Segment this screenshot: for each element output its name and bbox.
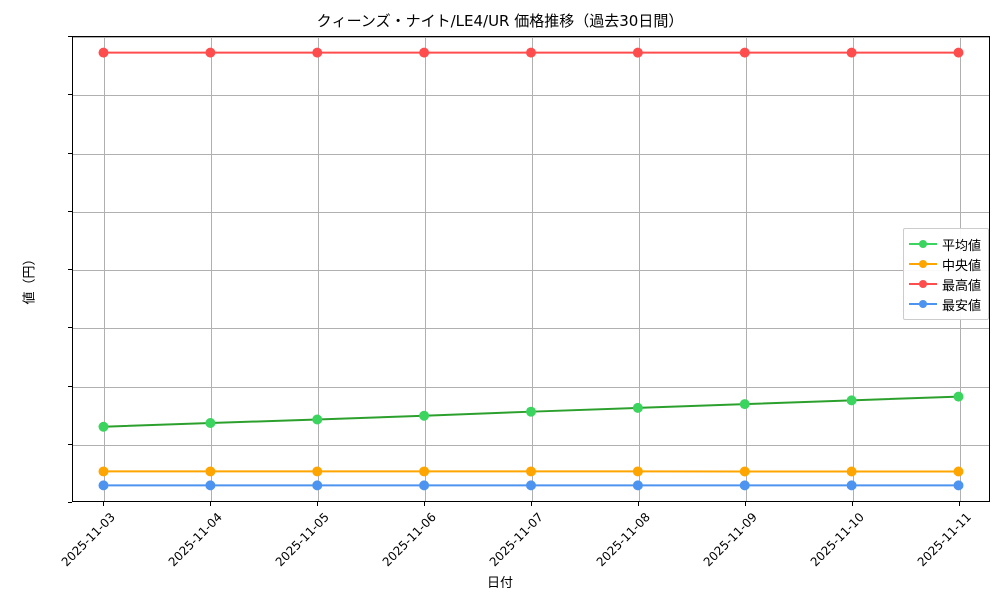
legend-item[interactable]: 中央値 — [909, 254, 981, 274]
series-1 — [99, 392, 964, 432]
legend-marker-icon — [909, 238, 937, 250]
data-point-marker — [99, 48, 109, 58]
y-axis-tick-mark — [68, 36, 72, 37]
data-point-marker — [847, 48, 857, 58]
legend-label: 平均値 — [942, 235, 981, 254]
series-3 — [99, 48, 964, 58]
data-point-marker — [99, 480, 109, 490]
y-axis-tick-mark — [68, 386, 72, 387]
x-axis-tick-mark — [852, 502, 853, 506]
data-point-marker — [847, 480, 857, 490]
legend-item[interactable]: 平均値 — [909, 234, 981, 254]
data-point-marker — [312, 480, 322, 490]
legend-label: 最高値 — [942, 275, 981, 294]
data-point-marker — [954, 48, 964, 58]
data-point-marker — [419, 466, 429, 476]
data-point-marker — [633, 403, 643, 413]
y-axis-tick-mark — [68, 269, 72, 270]
data-point-marker — [205, 466, 215, 476]
data-point-marker — [312, 415, 322, 425]
x-axis-tick-mark — [745, 502, 746, 506]
series-2 — [99, 466, 964, 476]
legend-item[interactable]: 最安値 — [909, 294, 981, 314]
x-axis-tick-mark — [959, 502, 960, 506]
data-point-marker — [633, 480, 643, 490]
data-point-marker — [205, 418, 215, 428]
data-point-marker — [526, 480, 536, 490]
data-point-marker — [633, 466, 643, 476]
series-lines-layer — [73, 37, 989, 501]
data-point-marker — [312, 48, 322, 58]
y-axis-tick-mark — [68, 327, 72, 328]
x-axis-tick-mark — [424, 502, 425, 506]
legend-label: 中央値 — [942, 255, 981, 274]
y-axis-tick-mark — [68, 444, 72, 445]
chart-title: クィーンズ・ナイト/LE4/UR 価格推移（過去30日間） — [0, 10, 1000, 31]
data-point-marker — [205, 48, 215, 58]
data-point-marker — [740, 467, 750, 477]
x-axis-tick-mark — [638, 502, 639, 506]
x-axis-label: 日付 — [0, 572, 1000, 591]
data-point-marker — [954, 392, 964, 402]
data-point-marker — [954, 467, 964, 477]
x-axis-tick-mark — [210, 502, 211, 506]
data-point-marker — [526, 466, 536, 476]
legend-item[interactable]: 最高値 — [909, 274, 981, 294]
data-point-marker — [847, 395, 857, 405]
legend-label: 最安値 — [942, 295, 981, 314]
x-axis-tick-mark — [317, 502, 318, 506]
legend-marker-icon — [909, 278, 937, 290]
series-4 — [99, 480, 964, 490]
data-point-marker — [99, 422, 109, 432]
legend-marker-icon — [909, 258, 937, 270]
data-point-marker — [99, 466, 109, 476]
x-axis-tick-mark — [531, 502, 532, 506]
data-point-marker — [526, 407, 536, 417]
data-point-marker — [526, 48, 536, 58]
data-point-marker — [419, 411, 429, 421]
data-point-marker — [740, 48, 750, 58]
data-point-marker — [633, 48, 643, 58]
x-axis-tick-mark — [103, 502, 104, 506]
data-point-marker — [847, 467, 857, 477]
data-point-marker — [740, 480, 750, 490]
data-point-marker — [740, 399, 750, 409]
data-point-marker — [419, 480, 429, 490]
y-axis-tick-mark — [68, 94, 72, 95]
legend-marker-icon — [909, 298, 937, 310]
y-axis-tick-mark — [68, 153, 72, 154]
y-axis-tick-mark — [68, 502, 72, 503]
data-point-marker — [205, 480, 215, 490]
plot-area — [72, 36, 990, 502]
data-point-marker — [419, 48, 429, 58]
y-axis-tick-mark — [68, 211, 72, 212]
data-point-marker — [954, 480, 964, 490]
y-axis-label: 値（円） — [19, 159, 38, 399]
chart-legend: 平均値中央値最高値最安値 — [903, 228, 989, 320]
data-point-marker — [312, 466, 322, 476]
